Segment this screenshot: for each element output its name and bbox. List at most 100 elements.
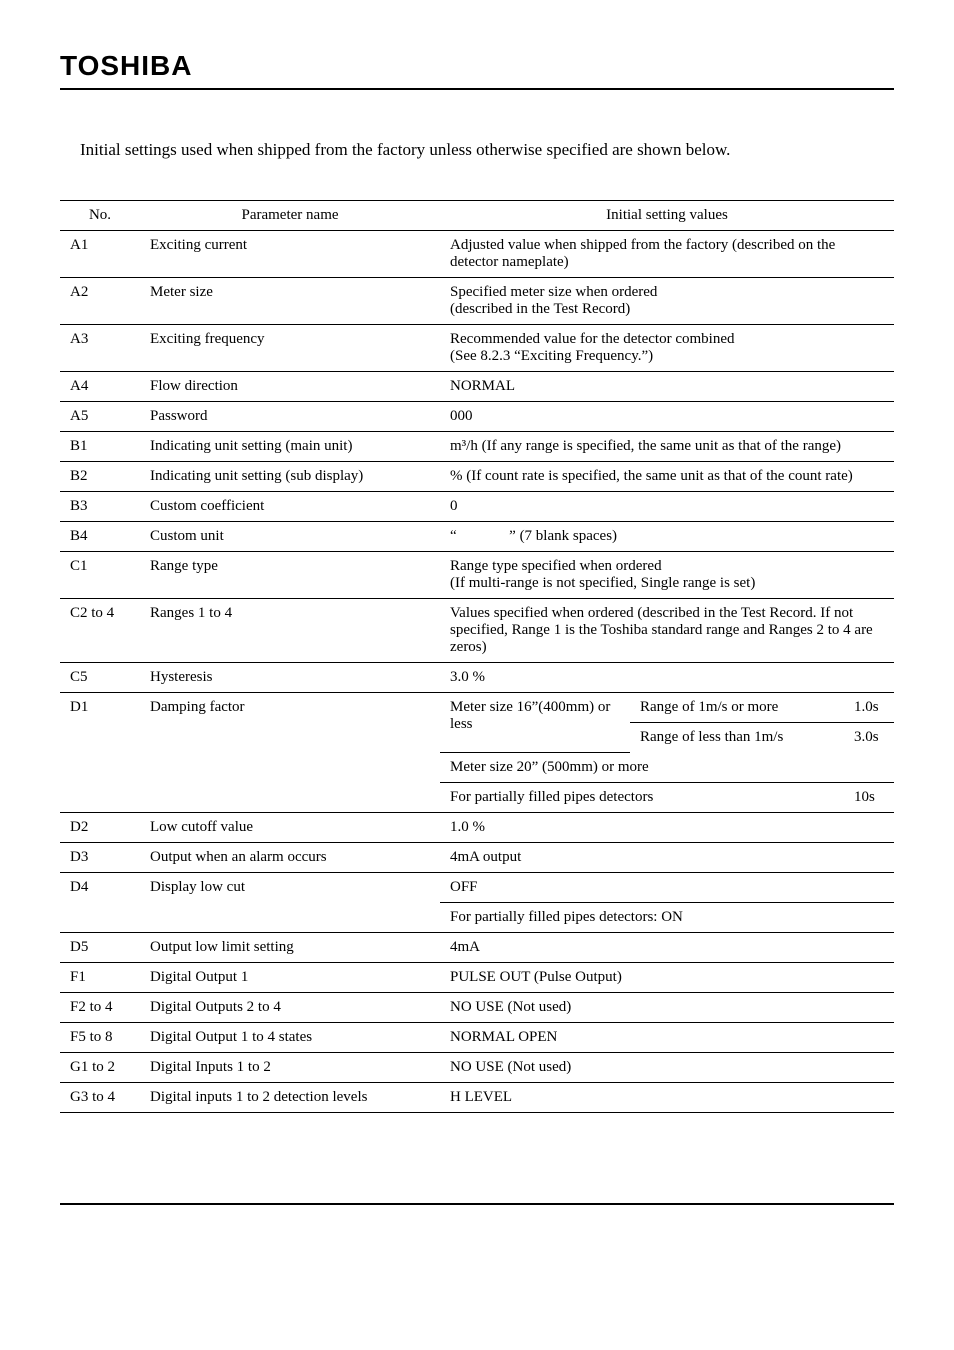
brand-logo: TOSHIBA xyxy=(60,50,894,82)
cell-value: 3.0 % xyxy=(440,663,894,693)
cell-param: Indicating unit setting (sub display) xyxy=(140,462,440,492)
table-row: C5Hysteresis3.0 % xyxy=(60,663,894,693)
cell-no: F2 to 4 xyxy=(60,992,140,1022)
cell-no: D2 xyxy=(60,812,140,842)
cell-sub1: For partially filled pipes detectors xyxy=(440,782,844,812)
header-divider xyxy=(60,88,894,90)
cell-value: Specified meter size when ordered (descr… xyxy=(440,278,894,325)
table-row: A3Exciting frequencyRecommended value fo… xyxy=(60,325,894,372)
cell-param: Output when an alarm occurs xyxy=(140,842,440,872)
cell-no: B3 xyxy=(60,492,140,522)
cell-no: D1 xyxy=(60,693,140,813)
table-row: G1 to 2Digital Inputs 1 to 2NO USE (Not … xyxy=(60,1052,894,1082)
cell-value: “ ” (7 blank spaces) xyxy=(440,522,894,552)
settings-table: No. Parameter name Initial setting value… xyxy=(60,200,894,1113)
cell-no: C2 to 4 xyxy=(60,599,140,663)
table-row: B2Indicating unit setting (sub display)%… xyxy=(60,462,894,492)
cell-no: G3 to 4 xyxy=(60,1082,140,1112)
cell-value: Recommended value for the detector combi… xyxy=(440,325,894,372)
cell-no: B4 xyxy=(60,522,140,552)
cell-no: B1 xyxy=(60,432,140,462)
cell-no: D3 xyxy=(60,842,140,872)
table-row: A2Meter sizeSpecified meter size when or… xyxy=(60,278,894,325)
cell-param: Ranges 1 to 4 xyxy=(140,599,440,663)
cell-param: Flow direction xyxy=(140,372,440,402)
cell-no: A4 xyxy=(60,372,140,402)
table-row: D3Output when an alarm occurs4mA output xyxy=(60,842,894,872)
cell-param: Password xyxy=(140,402,440,432)
cell-value: PULSE OUT (Pulse Output) xyxy=(440,962,894,992)
table-row: G3 to 4Digital inputs 1 to 2 detection l… xyxy=(60,1082,894,1112)
intro-text: Initial settings used when shipped from … xyxy=(60,140,894,160)
cell-no: D5 xyxy=(60,932,140,962)
cell-value: Adjusted value when shipped from the fac… xyxy=(440,231,894,278)
cell-param: Digital Output 1 xyxy=(140,962,440,992)
cell-param: Digital inputs 1 to 2 detection levels xyxy=(140,1082,440,1112)
cell-no: C1 xyxy=(60,552,140,599)
cell-no: F1 xyxy=(60,962,140,992)
cell-sub1: Meter size 16”(400mm) or less xyxy=(440,693,630,753)
table-header-row: No. Parameter name Initial setting value… xyxy=(60,201,894,231)
table-row: F5 to 8Digital Output 1 to 4 statesNORMA… xyxy=(60,1022,894,1052)
footer-divider xyxy=(60,1203,894,1205)
table-row: D2Low cutoff value1.0 % xyxy=(60,812,894,842)
table-row: B1Indicating unit setting (main unit)m³/… xyxy=(60,432,894,462)
header-no: No. xyxy=(60,201,140,231)
cell-param: Digital Inputs 1 to 2 xyxy=(140,1052,440,1082)
cell-no: G1 to 2 xyxy=(60,1052,140,1082)
cell-no: B2 xyxy=(60,462,140,492)
table-row: D5Output low limit setting4mA xyxy=(60,932,894,962)
cell-param: Indicating unit setting (main unit) xyxy=(140,432,440,462)
cell-value: H LEVEL xyxy=(440,1082,894,1112)
cell-dur: 10s xyxy=(844,782,894,812)
cell-sub1: Meter size 20” (500mm) or more xyxy=(440,752,844,782)
cell-value: NO USE (Not used) xyxy=(440,1052,894,1082)
cell-dur: 1.0s xyxy=(844,693,894,723)
cell-param: Custom coefficient xyxy=(140,492,440,522)
table-row: B4Custom unit“ ” (7 blank spaces) xyxy=(60,522,894,552)
cell-no: D4 xyxy=(60,872,140,932)
cell-param: Meter size xyxy=(140,278,440,325)
cell-no: C5 xyxy=(60,663,140,693)
cell-param: Hysteresis xyxy=(140,663,440,693)
cell-value: 000 xyxy=(440,402,894,432)
cell-no: A5 xyxy=(60,402,140,432)
cell-value: NO USE (Not used) xyxy=(440,992,894,1022)
cell-param: Range type xyxy=(140,552,440,599)
cell-param: Low cutoff value xyxy=(140,812,440,842)
cell-no: A1 xyxy=(60,231,140,278)
cell-cond: Range of less than 1m/s xyxy=(630,723,844,753)
cell-value: 4mA xyxy=(440,932,894,962)
table-row: F2 to 4Digital Outputs 2 to 4NO USE (Not… xyxy=(60,992,894,1022)
table-row: A4Flow directionNORMAL xyxy=(60,372,894,402)
cell-value: Values specified when ordered (described… xyxy=(440,599,894,663)
cell-param: Digital Outputs 2 to 4 xyxy=(140,992,440,1022)
table-row: C1Range typeRange type specified when or… xyxy=(60,552,894,599)
cell-param: Exciting frequency xyxy=(140,325,440,372)
table-row: D1 Damping factor Meter size 16”(400mm) … xyxy=(60,693,894,723)
cell-value: % (If count rate is specified, the same … xyxy=(440,462,894,492)
cell-param: Custom unit xyxy=(140,522,440,552)
cell-no: F5 to 8 xyxy=(60,1022,140,1052)
cell-no: A3 xyxy=(60,325,140,372)
header-param: Parameter name xyxy=(140,201,440,231)
table-row: C2 to 4Ranges 1 to 4Values specified whe… xyxy=(60,599,894,663)
table-row: F1Digital Output 1PULSE OUT (Pulse Outpu… xyxy=(60,962,894,992)
cell-cond: Range of 1m/s or more xyxy=(630,693,844,723)
cell-param: Damping factor xyxy=(140,693,440,813)
cell-dur: 3.0s xyxy=(844,723,894,783)
cell-value: OFF xyxy=(440,872,894,902)
cell-param: Output low limit setting xyxy=(140,932,440,962)
cell-value: NORMAL xyxy=(440,372,894,402)
table-row: A5Password000 xyxy=(60,402,894,432)
cell-value: 0 xyxy=(440,492,894,522)
table-row: D4 Display low cut OFF xyxy=(60,872,894,902)
cell-param: Display low cut xyxy=(140,872,440,932)
cell-no: A2 xyxy=(60,278,140,325)
cell-value: For partially filled pipes detectors: ON xyxy=(440,902,894,932)
cell-value: 4mA output xyxy=(440,842,894,872)
cell-value: NORMAL OPEN xyxy=(440,1022,894,1052)
cell-value: Range type specified when ordered (If mu… xyxy=(440,552,894,599)
table-row: A1Exciting currentAdjusted value when sh… xyxy=(60,231,894,278)
cell-param: Digital Output 1 to 4 states xyxy=(140,1022,440,1052)
